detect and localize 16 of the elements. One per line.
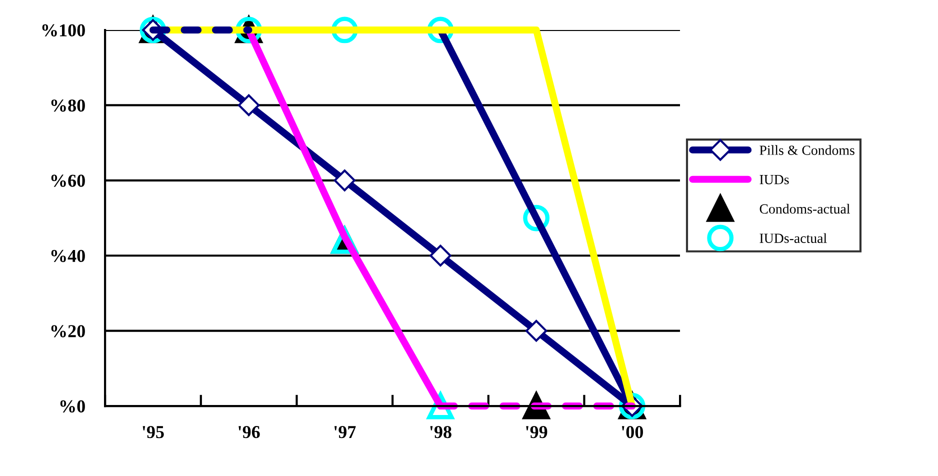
y-tick-label: %0 — [60, 400, 85, 413]
legend-label: IUDs-actual — [760, 233, 827, 243]
x-tick-label: '00 — [622, 426, 643, 438]
x-tick-label: '99 — [526, 426, 548, 438]
x-tick-label: '97 — [334, 426, 356, 438]
legend-label: Condoms-actual — [760, 204, 850, 214]
y-tick-label: %40 — [51, 250, 85, 262]
y-tick-label: %80 — [51, 99, 85, 112]
y-tick-label: %100 — [42, 24, 85, 36]
x-tick-label: '96 — [238, 426, 260, 438]
legend-label: Pills & Condoms — [760, 145, 854, 155]
y-tick-label: %60 — [51, 174, 85, 187]
x-tick-label: '98 — [430, 426, 452, 438]
y-tick-label: %20 — [51, 325, 85, 338]
legend-label: IUDs — [760, 175, 789, 184]
x-tick-label: '95 — [142, 426, 164, 438]
